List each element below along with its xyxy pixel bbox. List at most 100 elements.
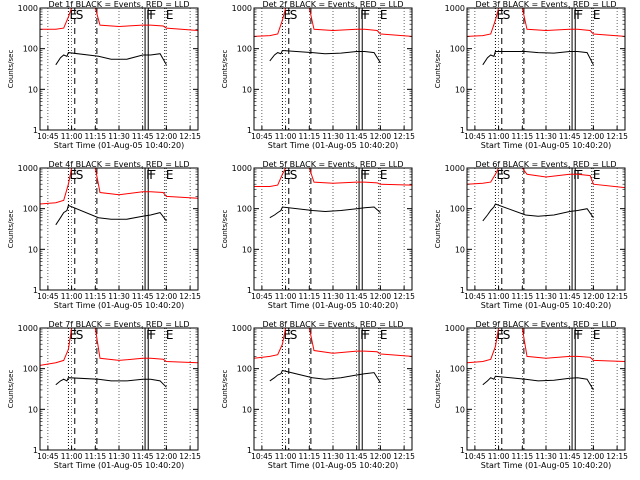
marker-label: E [69,328,77,342]
x-tick-label: 12:00 [583,292,605,301]
marker-label: S [76,168,84,182]
y-tick-label: 1 [33,286,38,295]
x-tick-label: 11:15 [84,292,106,301]
x-tick-label: 12:00 [156,452,178,461]
x-tick-label: 11:45 [346,292,368,301]
panel-title: Det 3f BLACK = Events, RED = LLD [475,0,616,9]
marker-label: F [146,8,153,22]
x-tick-label: 12:15 [179,132,201,141]
x-tick-label: 12:15 [606,452,628,461]
y-tick-label: 10 [455,85,465,94]
y-tick-label: 100 [23,365,38,374]
marker-label: F [363,168,370,182]
marker-label: E [166,168,174,182]
x-tick-label: 11:15 [84,452,106,461]
x-tick-label: 11:45 [346,452,368,461]
x-axis-label: Start Time (01-Aug-05 10:40:20) [54,461,185,470]
marker-label: S [503,8,511,22]
series-events [269,206,381,219]
y-tick-label: 10 [455,245,465,254]
x-tick-label: 11:15 [511,132,533,141]
x-tick-label: 12:15 [393,132,415,141]
x-tick-label: 11:45 [132,292,154,301]
x-tick-label: 11:15 [84,132,106,141]
x-axis-label: Start Time (01-Aug-05 10:40:20) [268,301,399,310]
y-tick-label: 1000 [232,324,252,333]
x-tick-label: 10:45 [464,452,486,461]
x-axis-label: Start Time (01-Aug-05 10:40:20) [481,141,612,150]
marker-label: F [360,168,367,182]
y-tick-label: 1 [33,446,38,455]
x-tick-label: 11:00 [275,132,297,141]
x-tick-label: 12:15 [393,292,415,301]
x-tick-label: 11:30 [108,132,130,141]
x-tick-label: 12:00 [370,292,392,301]
x-tick-label: 11:15 [511,452,533,461]
series-lld [40,7,199,31]
x-axis-label: Start Time (01-Aug-05 10:40:20) [268,141,399,150]
series-lld [466,167,626,189]
y-axis-label: Counts/sec [7,210,15,249]
x-tick-label: 11:00 [61,452,83,461]
x-tick-label: 12:15 [606,292,628,301]
panel-title: Det 7f BLACK = Events, RED = LLD [48,320,189,329]
x-tick-label: 10:45 [464,132,486,141]
y-tick-label: 100 [23,45,38,54]
marker-label: E [166,328,174,342]
x-tick-label: 11:30 [108,292,130,301]
x-tick-label: 11:15 [298,132,320,141]
panel-title: Det 5f BLACK = Events, RED = LLD [262,160,403,169]
y-axis-label: Counts/sec [221,210,229,249]
x-tick-label: 11:45 [346,132,368,141]
y-tick-label: 1000 [18,4,38,13]
marker-label: E [496,168,504,182]
y-tick-label: 1000 [445,324,465,333]
x-tick-label: 12:00 [583,132,605,141]
marker-label: E [380,168,388,182]
y-tick-label: 1000 [445,4,465,13]
x-tick-label: 11:30 [322,132,344,141]
x-tick-label: 12:00 [156,132,178,141]
y-axis-label: Counts/sec [434,210,442,249]
panel-title: Det 2f BLACK = Events, RED = LLD [262,0,403,9]
y-tick-label: 100 [237,205,252,214]
panel-title: Det 9f BLACK = Events, RED = LLD [475,320,616,329]
series-lld [466,7,626,37]
x-tick-label: 10:45 [37,132,59,141]
x-tick-label: 12:15 [179,292,201,301]
x-tick-label: 11:00 [61,132,83,141]
marker-label: S [76,8,84,22]
y-tick-label: 100 [450,45,465,54]
x-tick-label: 11:00 [275,452,297,461]
y-tick-label: 100 [237,365,252,374]
marker-label: E [496,8,504,22]
x-tick-label: 12:00 [156,292,178,301]
x-tick-label: 12:00 [370,132,392,141]
x-tick-label: 12:15 [606,132,628,141]
series-events [482,375,594,391]
y-axis-label: Counts/sec [434,50,442,89]
y-tick-label: 10 [242,245,252,254]
marker-label: E [69,8,77,22]
y-tick-label: 10 [242,405,252,414]
x-tick-label: 11:30 [535,452,557,461]
series-lld [253,7,413,37]
y-tick-label: 1 [460,126,465,135]
x-axis-label: Start Time (01-Aug-05 10:40:20) [268,461,399,470]
marker-label: E [166,8,174,22]
marker-label: F [146,328,153,342]
x-tick-label: 11:15 [298,452,320,461]
y-tick-label: 10 [455,405,465,414]
y-tick-label: 1 [33,126,38,135]
y-tick-label: 1 [460,286,465,295]
x-tick-label: 10:45 [251,452,273,461]
panel-title: Det 6f BLACK = Events, RED = LLD [475,160,616,169]
marker-label: S [76,328,84,342]
marker-label: S [503,328,511,342]
x-axis-label: Start Time (01-Aug-05 10:40:20) [54,141,185,150]
marker-label: S [290,8,298,22]
